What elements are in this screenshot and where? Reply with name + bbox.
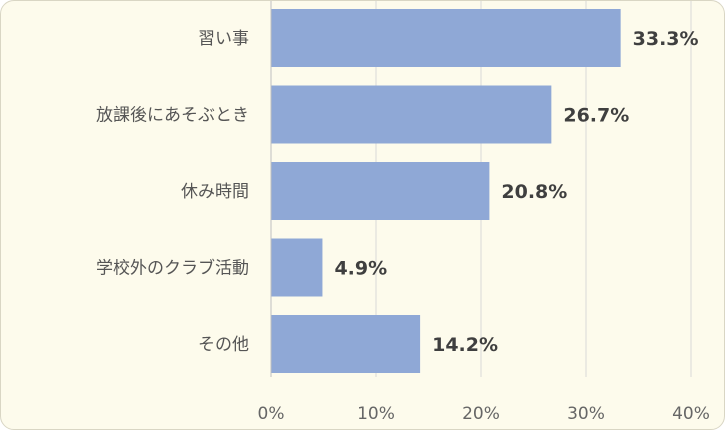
x-tick-label: 30% bbox=[567, 404, 605, 424]
x-tick-label: 20% bbox=[462, 404, 500, 424]
x-tick-label: 40% bbox=[672, 404, 710, 424]
value-label: 20.8% bbox=[501, 181, 567, 203]
value-label: 33.3% bbox=[633, 28, 699, 50]
x-tick-label: 10% bbox=[357, 404, 395, 424]
value-label: 14.2% bbox=[432, 334, 498, 356]
category-label: 学校外のクラブ活動 bbox=[96, 258, 249, 279]
bar bbox=[271, 85, 552, 144]
x-tick-label: 0% bbox=[258, 404, 285, 424]
category-label: 放課後にあそぶとき bbox=[96, 106, 249, 126]
category-label: 休み時間 bbox=[181, 182, 249, 202]
bar bbox=[271, 162, 490, 220]
category-label: その他 bbox=[198, 335, 249, 355]
bars bbox=[271, 9, 621, 373]
category-label: 習い事 bbox=[198, 29, 249, 49]
value-labels: 33.3% 26.7% 20.8% 4.9% 14.2% bbox=[334, 28, 698, 356]
value-label: 4.9% bbox=[334, 258, 387, 280]
bar bbox=[271, 315, 421, 373]
bar bbox=[271, 238, 323, 297]
bar bbox=[271, 9, 621, 67]
x-tick-labels: 0% 10% 20% 30% 40% bbox=[258, 404, 710, 424]
value-label: 26.7% bbox=[563, 105, 629, 127]
